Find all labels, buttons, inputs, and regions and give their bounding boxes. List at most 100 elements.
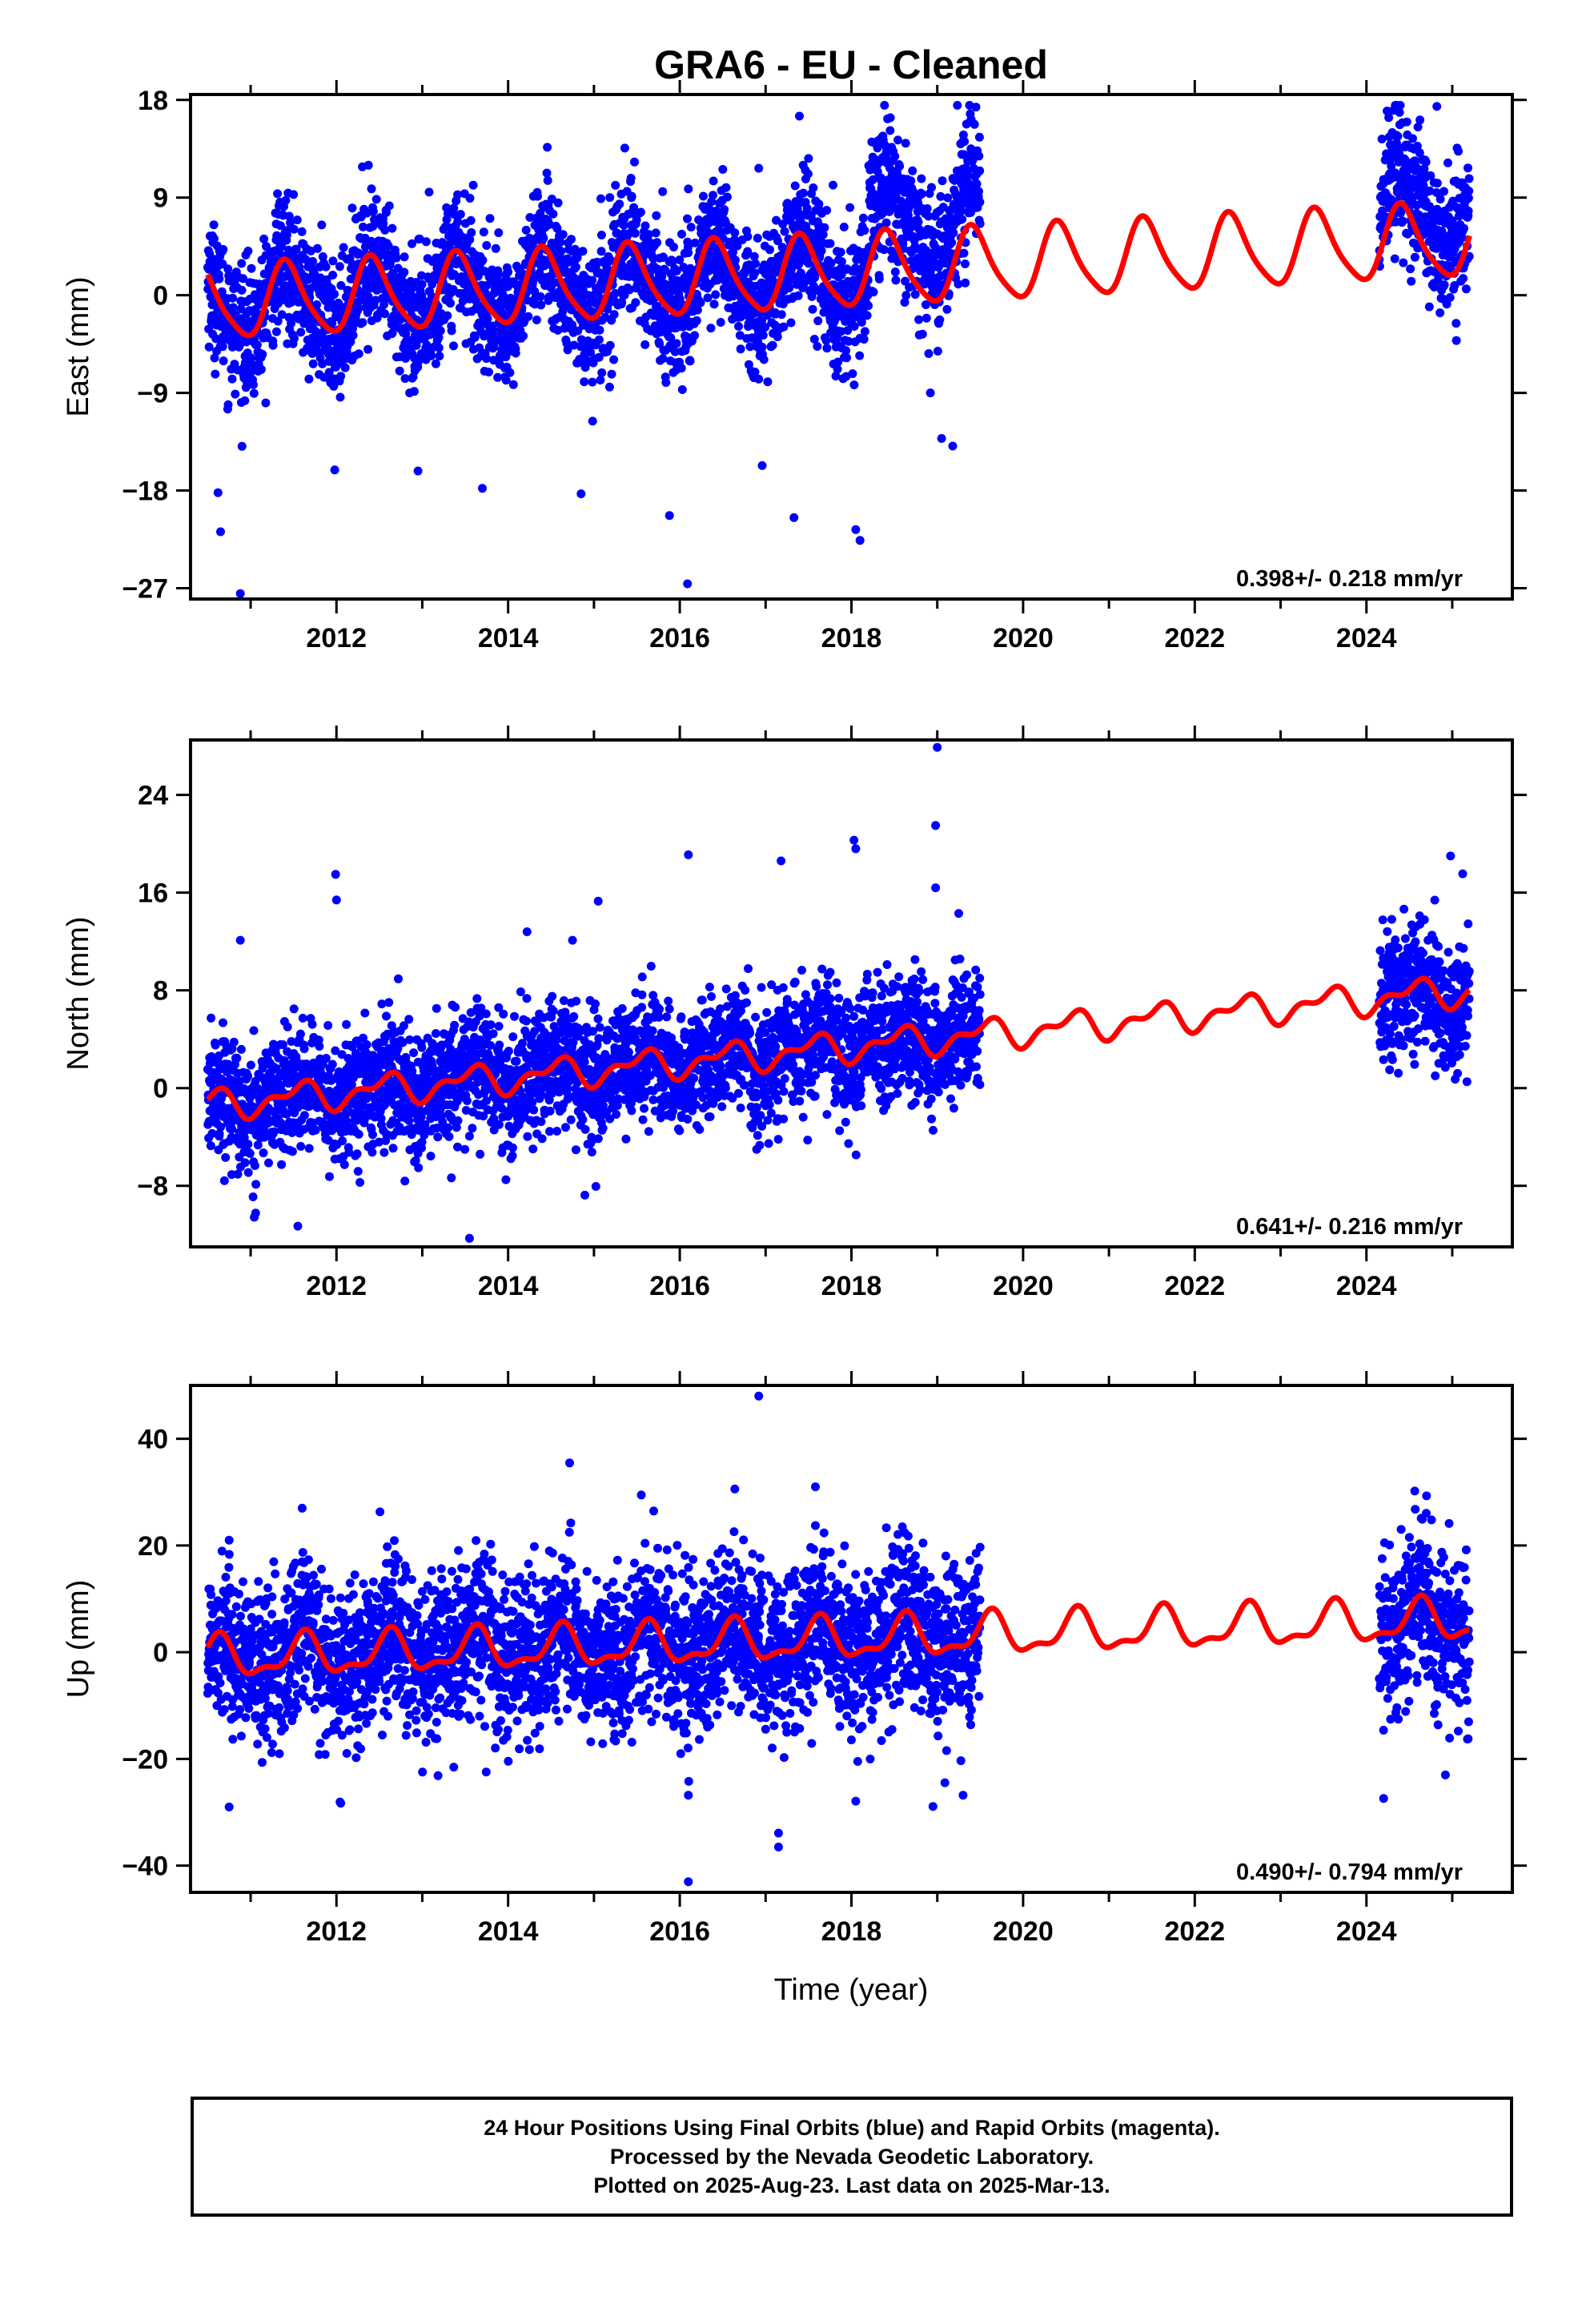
data-point bbox=[716, 318, 725, 327]
data-point bbox=[273, 189, 283, 199]
data-point bbox=[536, 300, 546, 310]
data-point bbox=[299, 1044, 309, 1054]
data-point bbox=[450, 1020, 460, 1030]
data-point bbox=[352, 1149, 362, 1159]
data-point bbox=[494, 228, 504, 238]
data-point bbox=[607, 369, 616, 379]
data-point bbox=[321, 262, 331, 271]
data-point bbox=[479, 227, 488, 237]
x-tick-label: 2012 bbox=[306, 623, 367, 653]
data-point bbox=[1424, 302, 1434, 312]
data-point bbox=[249, 1026, 259, 1035]
y-tick-label: −18 bbox=[122, 476, 168, 507]
data-point bbox=[1464, 163, 1472, 173]
data-point bbox=[588, 275, 597, 285]
data-point bbox=[820, 223, 829, 232]
data-point bbox=[532, 316, 541, 324]
data-point bbox=[630, 228, 640, 238]
data-point bbox=[296, 1142, 306, 1151]
data-point bbox=[885, 126, 895, 135]
data-point bbox=[359, 222, 367, 231]
data-point bbox=[485, 214, 495, 223]
data-point bbox=[1461, 284, 1471, 294]
data-point bbox=[721, 183, 731, 192]
data-point bbox=[394, 974, 403, 983]
data-point bbox=[209, 234, 219, 243]
data-point bbox=[709, 300, 719, 309]
data-point bbox=[284, 211, 294, 221]
data-point bbox=[336, 372, 346, 381]
data-point bbox=[243, 1168, 253, 1177]
data-point bbox=[243, 247, 253, 255]
data-point bbox=[711, 290, 721, 300]
data-point bbox=[706, 324, 716, 333]
data-point bbox=[258, 350, 267, 359]
data-point bbox=[758, 331, 768, 340]
data-point bbox=[227, 374, 237, 384]
data-point bbox=[556, 237, 565, 247]
data-point bbox=[722, 192, 732, 202]
data-point bbox=[975, 197, 985, 207]
data-point bbox=[588, 377, 597, 387]
data-point bbox=[297, 227, 307, 236]
data-point bbox=[223, 264, 233, 274]
data-point bbox=[417, 1043, 427, 1052]
data-point bbox=[777, 310, 786, 320]
data-point bbox=[821, 336, 831, 345]
data-point bbox=[604, 382, 614, 392]
data-point bbox=[426, 1152, 436, 1161]
data-point bbox=[845, 203, 855, 212]
data-point bbox=[431, 359, 440, 368]
data-point bbox=[757, 460, 767, 470]
data-point bbox=[734, 322, 743, 331]
data-point bbox=[296, 328, 306, 337]
data-point bbox=[218, 342, 227, 352]
data-point bbox=[282, 230, 291, 239]
data-point bbox=[368, 207, 378, 216]
data-point bbox=[382, 1011, 391, 1021]
data-point bbox=[686, 223, 696, 232]
x-tick-label: 2016 bbox=[649, 623, 710, 653]
data-point bbox=[204, 342, 214, 352]
data-point bbox=[324, 368, 334, 377]
data-point bbox=[578, 247, 588, 256]
data-point bbox=[683, 214, 692, 223]
data-point bbox=[730, 228, 740, 238]
data-point bbox=[826, 258, 836, 267]
data-point bbox=[451, 1003, 460, 1012]
data-point bbox=[291, 244, 301, 254]
data-point bbox=[353, 1167, 363, 1176]
data-point bbox=[431, 1029, 440, 1038]
data-point bbox=[298, 1013, 307, 1023]
data-point bbox=[358, 318, 367, 328]
data-point bbox=[1464, 207, 1473, 215]
data-point bbox=[780, 227, 789, 236]
data-point bbox=[1393, 131, 1403, 141]
data-point bbox=[488, 1029, 498, 1039]
data-point bbox=[858, 213, 868, 223]
data-point bbox=[822, 206, 832, 215]
data-point bbox=[893, 135, 902, 145]
data-point bbox=[630, 157, 639, 167]
data-point bbox=[323, 1021, 333, 1030]
data-point bbox=[895, 162, 905, 171]
data-point bbox=[245, 1149, 255, 1158]
data-point bbox=[329, 381, 339, 391]
data-point bbox=[605, 193, 615, 203]
data-point bbox=[558, 230, 568, 239]
data-point bbox=[289, 1004, 299, 1014]
data-point bbox=[953, 101, 962, 110]
data-point bbox=[511, 348, 520, 358]
data-point bbox=[380, 225, 390, 235]
data-point bbox=[594, 335, 604, 344]
data-point bbox=[651, 228, 661, 238]
data-point bbox=[213, 488, 223, 497]
data-point bbox=[354, 1129, 363, 1139]
data-point bbox=[874, 274, 884, 283]
data-point bbox=[501, 376, 511, 385]
data-point bbox=[493, 270, 503, 279]
data-point bbox=[247, 263, 256, 273]
data-point bbox=[636, 207, 645, 217]
data-point bbox=[424, 187, 434, 197]
